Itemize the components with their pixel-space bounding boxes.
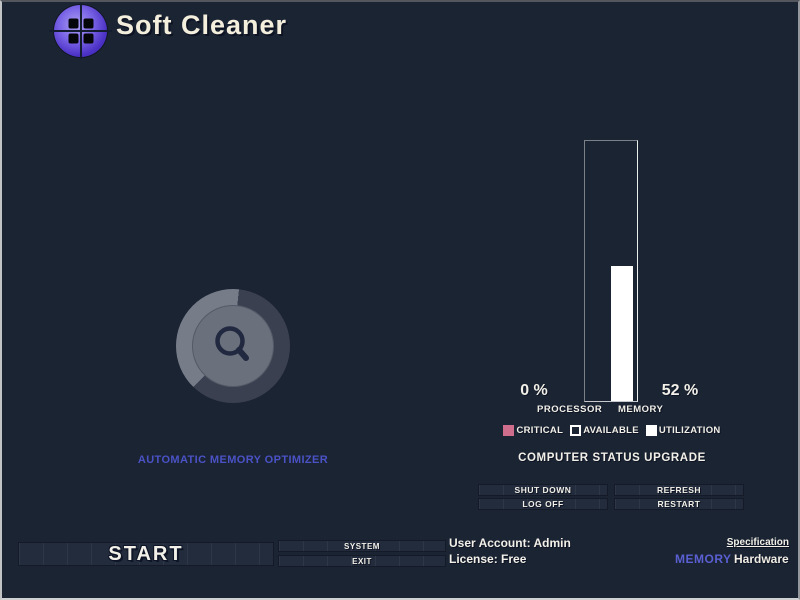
start-button[interactable]: START xyxy=(18,542,274,566)
logo-square xyxy=(68,18,78,29)
legend-item-available: AVAILABLE xyxy=(570,425,639,436)
gauge-inner-disc xyxy=(192,305,274,387)
processor-axis-label: PROCESSOR xyxy=(537,404,603,415)
memory-percent-value: 52 % xyxy=(661,382,699,399)
logo-square xyxy=(68,33,78,44)
app-logo-icon xyxy=(49,3,112,59)
exit-button[interactable]: EXIT xyxy=(278,555,446,567)
shut-down-button[interactable]: SHUT DOWN xyxy=(478,484,608,496)
legend-item-critical: CRITICAL xyxy=(503,425,563,436)
chart-legend: CRITICAL AVAILABLE UTILIZATION xyxy=(472,425,752,436)
user-info: User Account: Admin License: Free xyxy=(449,536,571,567)
memory-optimizer-gauge[interactable] xyxy=(176,289,290,403)
restart-button[interactable]: RESTART xyxy=(614,498,744,510)
license-text: License: Free xyxy=(449,551,527,566)
user-account-text: User Account: Admin xyxy=(449,536,571,550)
refresh-button[interactable]: REFRESH xyxy=(614,484,744,496)
processor-percent-value: 0 % xyxy=(520,382,548,399)
memory-usage-bar xyxy=(611,265,633,401)
tab-hardware[interactable]: Hardware xyxy=(734,552,789,566)
automatic-memory-optimizer-label: AUTOMATIC MEMORY OPTIMIZER xyxy=(137,454,329,466)
magnifier-icon xyxy=(215,326,249,361)
utilization-swatch-icon xyxy=(645,425,657,436)
legend-label: AVAILABLE xyxy=(583,425,639,436)
power-actions: SHUT DOWN REFRESH LOG OFF RESTART xyxy=(478,484,744,510)
legend-label: UTILIZATION xyxy=(658,425,721,436)
logo-square xyxy=(83,33,93,44)
memory-axis-label: MEMORY xyxy=(618,404,664,415)
app-title: Soft Cleaner xyxy=(116,10,288,40)
status-bar-chart xyxy=(584,140,638,402)
critical-swatch-icon xyxy=(503,425,515,436)
computer-status-upgrade-title: COMPUTER STATUS UPGRADE xyxy=(518,452,706,464)
specification-link[interactable]: Specification xyxy=(726,537,789,548)
logo-cross-vertical xyxy=(80,3,82,59)
logo-square xyxy=(83,18,93,29)
log-off-button[interactable]: LOG OFF xyxy=(478,498,608,510)
legend-item-utilization: UTILIZATION xyxy=(645,425,721,436)
system-button[interactable]: SYSTEM xyxy=(278,540,446,552)
tab-memory[interactable]: MEMORY xyxy=(675,552,732,566)
legend-label: CRITICAL xyxy=(516,425,564,436)
available-swatch-icon xyxy=(570,425,582,436)
logo-window-squares xyxy=(68,18,93,44)
